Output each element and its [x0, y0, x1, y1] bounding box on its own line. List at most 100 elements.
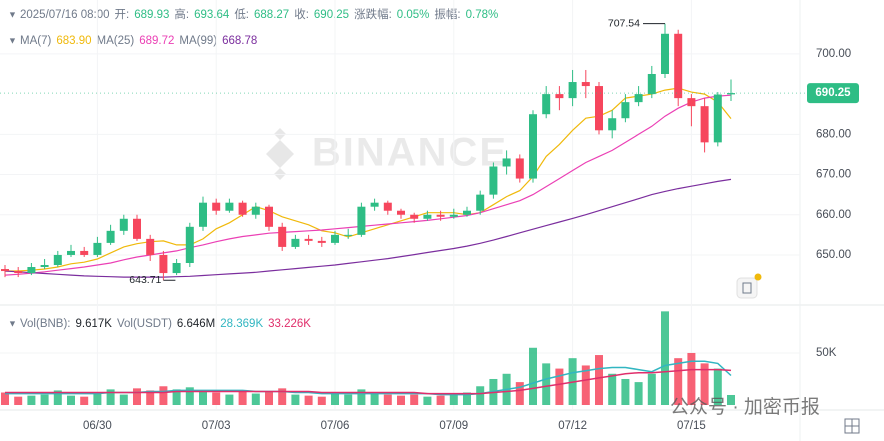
- ma-line: [4, 94, 732, 276]
- volume-bar: [449, 393, 458, 405]
- candle-body: [278, 226, 287, 247]
- candle-body: [185, 226, 194, 264]
- volume-bar: [291, 394, 300, 405]
- high-annotation: 707.54: [608, 17, 640, 29]
- candle-body: [542, 94, 551, 115]
- x-tick-label: 06/30: [83, 420, 112, 432]
- candle-body: [251, 206, 260, 215]
- x-tick-label: 07/03: [202, 420, 231, 432]
- y-tick-label: 50K: [816, 347, 837, 359]
- legend-label: 高:: [174, 7, 189, 21]
- candle-body: [119, 218, 128, 231]
- legend-label: 低:: [234, 8, 249, 21]
- candle-body: [14, 271, 23, 274]
- volume-bar: [727, 394, 735, 405]
- candle-body: [370, 202, 379, 207]
- legend-label: 振幅:: [434, 7, 460, 21]
- volume-bar: [119, 394, 128, 405]
- volume-bar: [159, 386, 168, 405]
- volume-bar: [700, 363, 709, 405]
- candle-body: [80, 250, 89, 255]
- volume-bar: [581, 365, 590, 405]
- candle-body: [212, 202, 221, 211]
- footer-note: 公众号 · 加密币报: [670, 396, 820, 418]
- volume-bar: [212, 392, 221, 405]
- candle-body: [436, 214, 445, 217]
- candle-body: [291, 238, 300, 247]
- collapse-arrow[interactable]: ▼: [8, 35, 17, 45]
- candle-body: [27, 267, 36, 274]
- volume-bar: [634, 382, 643, 405]
- x-tick-label: 07/09: [439, 420, 468, 432]
- volume-bar: [595, 355, 603, 405]
- volume-bar: [67, 395, 75, 405]
- volume-bar: [687, 352, 696, 405]
- candle-body: [397, 210, 405, 215]
- volume-bar: [317, 396, 326, 405]
- legend-value: 690.25: [314, 9, 349, 21]
- price-label: 690.25: [815, 87, 851, 99]
- side-icon[interactable]: [736, 273, 762, 299]
- legend-value: 683.90: [56, 35, 91, 47]
- candle-body: [449, 214, 458, 217]
- x-tick-label: 07/15: [677, 420, 706, 432]
- settings-icon[interactable]: [844, 418, 860, 434]
- volume-bar: [674, 358, 683, 405]
- collapse-arrow[interactable]: ▼: [8, 9, 17, 19]
- legend-label: 开:: [115, 9, 130, 21]
- candle-body: [555, 94, 564, 99]
- legend-label: 收:: [294, 7, 309, 21]
- candle-body: [133, 218, 141, 239]
- volume-bar: [1, 392, 9, 405]
- y-tick-label: 660.00: [816, 209, 851, 221]
- candle-body: [713, 94, 722, 143]
- candle-body: [621, 102, 630, 119]
- legend-label: MA(99): [179, 35, 217, 47]
- candle-body: [304, 238, 313, 241]
- candle-body: [53, 254, 62, 266]
- volume-bar: [199, 391, 207, 405]
- candle-body: [581, 82, 590, 87]
- candle-body: [357, 206, 366, 235]
- volume-bar: [344, 394, 353, 405]
- candle-body: [317, 240, 326, 243]
- ma-line: [5, 87, 732, 272]
- legend-time: 2025/07/16 08:00: [20, 9, 110, 21]
- candle-body: [608, 118, 617, 131]
- watermark: BINANCE: [312, 131, 508, 175]
- legend-label: 涨跌幅:: [354, 7, 392, 21]
- ma-line: [4, 178, 732, 278]
- x-tick-label: 07/06: [321, 420, 350, 432]
- volume-bar: [661, 311, 669, 405]
- legend-value: 0.05%: [397, 9, 430, 21]
- volume-bar: [93, 392, 102, 405]
- candle-body: [661, 33, 669, 74]
- watermark-logo: [266, 128, 294, 180]
- volume-bar: [331, 393, 339, 405]
- volume-bar: [251, 393, 260, 405]
- candle-body: [172, 263, 181, 274]
- legend-value: 9.617K: [76, 318, 113, 330]
- volume-bar: [357, 389, 366, 405]
- legend-value: 0.78%: [466, 9, 499, 21]
- candle-body: [687, 98, 696, 107]
- candle-body: [106, 230, 115, 243]
- volume-bar: [185, 387, 194, 405]
- volume-bar: [476, 386, 485, 405]
- candle-body: [423, 214, 432, 219]
- volume-bar: [370, 392, 379, 405]
- candle-body: [331, 234, 339, 243]
- collapse-arrow[interactable]: ▼: [8, 318, 17, 328]
- candle-body: [515, 158, 524, 179]
- legend-value: 668.78: [222, 35, 257, 47]
- volume-bar: [133, 388, 141, 405]
- legend: 2025/07/16 08:00 开: 689.93 高: 693.64 低: 688.27…: [20, 7, 498, 330]
- y-tick-label: 670.00: [816, 169, 851, 181]
- legend-value: 33.226K: [268, 318, 311, 330]
- volume-bar: [40, 394, 49, 405]
- volume-bar: [529, 347, 537, 405]
- candle-body: [1, 269, 9, 272]
- volume-bar: [555, 368, 564, 405]
